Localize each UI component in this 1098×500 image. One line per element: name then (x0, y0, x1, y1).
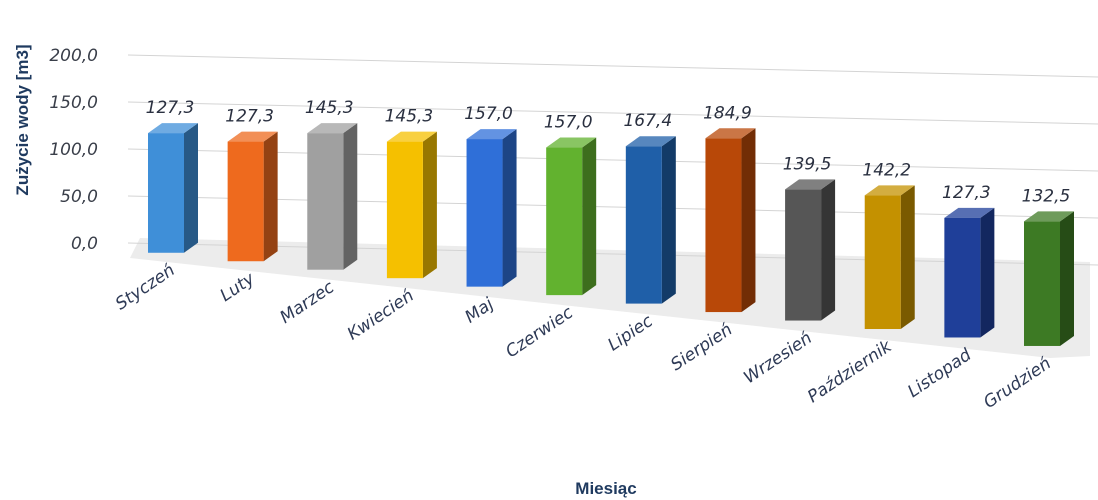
bar-front-face (546, 147, 583, 296)
y-tick-label: 150,0 (49, 93, 98, 113)
bar-top-face (546, 137, 597, 148)
bar-front-face (944, 217, 981, 338)
category-label: Październik (804, 336, 896, 407)
bars (148, 123, 1074, 346)
data-label: 145,3 (305, 98, 354, 118)
data-label: 127,3 (942, 183, 991, 203)
bar-side-face (582, 137, 597, 296)
bar-side-face (661, 136, 676, 304)
bar-front-face (307, 133, 344, 270)
bar-side-face (263, 131, 278, 262)
bar-top-face (466, 129, 517, 140)
category-label: Grudzień (980, 354, 1055, 413)
gridline (127, 195, 1098, 219)
bar-top-face (864, 185, 915, 196)
x-axis-title: Miesiąc (575, 479, 636, 498)
data-label: 139,5 (783, 154, 832, 174)
bar-top-face (785, 179, 836, 190)
gridline (127, 242, 1098, 266)
bar-front-face (386, 141, 423, 279)
bar-side-face (980, 207, 995, 338)
bar-front-face (785, 189, 822, 321)
bar-top-face (944, 207, 995, 218)
bar (148, 123, 198, 253)
bar (546, 137, 597, 296)
bar (386, 131, 437, 279)
bar (466, 129, 517, 287)
bar-top-face (227, 131, 278, 142)
y-tick-label: 100,0 (49, 140, 98, 160)
bar-front-face (625, 146, 662, 304)
y-tick-label: 200,0 (49, 46, 98, 66)
bar (785, 179, 836, 321)
data-label: 167,4 (623, 111, 672, 131)
y-tick-label: 0,0 (71, 234, 98, 254)
bar-side-face (343, 123, 358, 270)
bar-side-face (184, 123, 198, 253)
bar-top-face (148, 123, 198, 134)
category-label: Luty (217, 268, 260, 306)
bar (625, 136, 676, 304)
category-label: Kwiecień (344, 286, 418, 345)
bar-side-face (741, 128, 756, 313)
category-label: Marzec (276, 277, 338, 328)
category-label: Listopad (904, 345, 975, 402)
bar-front-face (1024, 221, 1060, 346)
bar-front-face (148, 133, 184, 253)
bar-side-face (821, 179, 836, 321)
bar-front-face (864, 195, 901, 330)
category-label: Sierpień (667, 320, 736, 376)
bar-top-face (386, 131, 437, 142)
data-label: 142,2 (862, 160, 911, 180)
bar-top-face (625, 136, 676, 147)
floor-plane (130, 238, 1090, 358)
bar (705, 128, 756, 313)
data-label: 127,3 (225, 107, 274, 127)
bar-top-face (705, 128, 756, 139)
bar-top-face (307, 123, 358, 134)
bar (307, 123, 358, 270)
data-label: 127,3 (146, 98, 195, 118)
bar-front-face (705, 138, 742, 313)
bar-side-face (900, 185, 915, 330)
bar-top-face (1024, 211, 1074, 222)
bar (1024, 211, 1074, 346)
gridlines (127, 54, 1098, 266)
y-tick-label: 50,0 (60, 187, 98, 207)
data-label: 157,0 (544, 113, 593, 133)
category-label: Styczeń (112, 260, 179, 314)
data-label: 184,9 (703, 103, 752, 123)
y-axis-ticks: 0,0 50,0 100,0 150,0 200,0 (49, 46, 98, 254)
bar-front-face (227, 141, 264, 262)
bar (944, 207, 995, 338)
y-axis-title: Zużycie wody [m3] (13, 44, 32, 195)
data-label: 145,3 (385, 107, 434, 127)
category-label: Czerwiec (502, 302, 577, 362)
bar (227, 131, 278, 262)
gridline (127, 54, 1098, 78)
bar-side-face (502, 129, 517, 287)
gridline (127, 101, 1098, 125)
category-label: Maj (461, 294, 497, 327)
data-label: 132,5 (1022, 186, 1071, 206)
bar-front-face (466, 139, 503, 287)
category-label: Wrzesień (740, 328, 816, 388)
bar (864, 185, 915, 330)
bar-side-face (1060, 211, 1074, 346)
bar-side-face (422, 131, 437, 279)
category-label: Lipiec (604, 311, 657, 356)
data-label: 157,0 (464, 104, 513, 124)
gridline (127, 148, 1098, 172)
data-labels: 127,3 127,3 145,3 145,3 157,0 157,0 167,4 184,9… (146, 98, 1071, 206)
chart-floor (130, 238, 1090, 358)
